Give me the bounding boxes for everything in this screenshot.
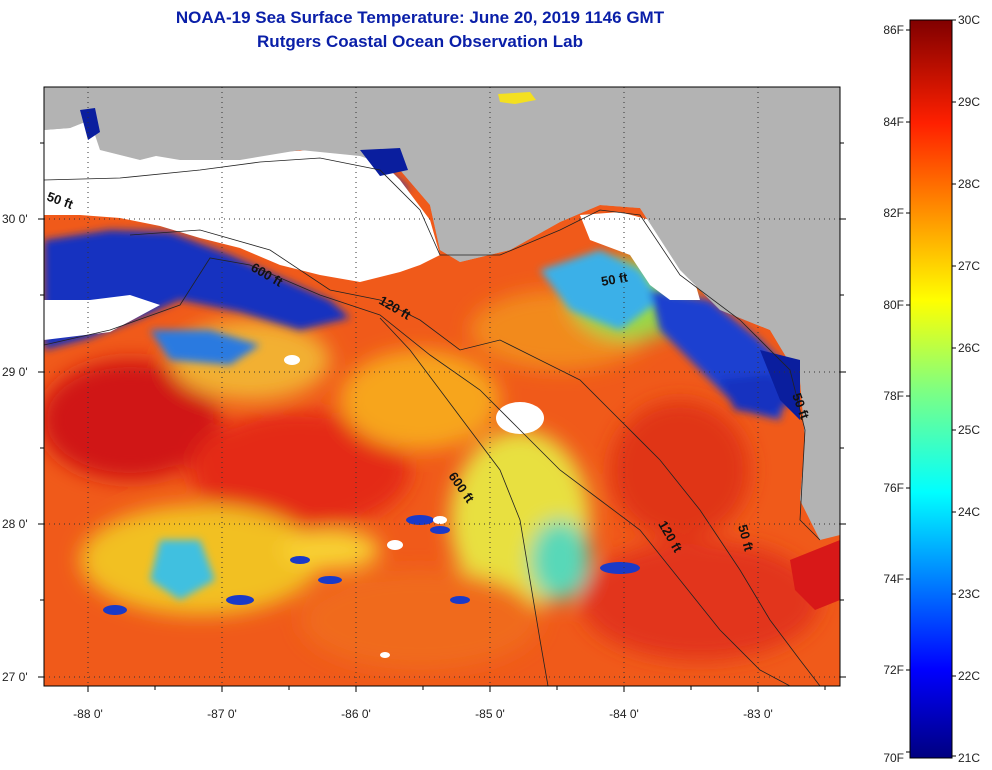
lon-tick-label: -85 0' xyxy=(475,707,505,721)
lon-tick-label: -84 0' xyxy=(609,707,639,721)
colorbar-c-label: 23C xyxy=(958,587,980,601)
colorbar-c-label: 28C xyxy=(958,177,980,191)
lon-tick-label: -86 0' xyxy=(341,707,371,721)
colorbar-c-label: 24C xyxy=(958,505,980,519)
sst-field xyxy=(44,260,820,670)
lat-tick-label: 29 0' xyxy=(2,365,28,379)
colorbar-c-label: 25C xyxy=(958,423,980,437)
depth-label: 50 ft xyxy=(735,523,757,553)
colorbar-f-label: 82F xyxy=(883,206,904,220)
lon-tick-label: -83 0' xyxy=(743,707,773,721)
lat-tick-label: 27 0' xyxy=(2,670,28,684)
colorbar-f-label: 74F xyxy=(883,572,904,586)
colorbar-f-label: 86F xyxy=(883,23,904,37)
colorbar-c-label: 26C xyxy=(958,341,980,355)
colorbar-c-label: 29C xyxy=(958,95,980,109)
colorbar-f-label: 76F xyxy=(883,481,904,495)
colorbar-f-label: 80F xyxy=(883,298,904,312)
cloud-mask xyxy=(44,120,700,658)
colorbar-c-label: 22C xyxy=(958,669,980,683)
inland-patch xyxy=(498,92,536,104)
colorbar-c-label: 27C xyxy=(958,259,980,273)
colorbar-f-label: 84F xyxy=(883,115,904,129)
plot-frame xyxy=(43,86,841,687)
colorbar-c-label: 21C xyxy=(958,751,980,765)
depth-label: 50 ft xyxy=(600,269,630,289)
colorbar-f-label: 72F xyxy=(883,663,904,677)
lat-tick-label: 30 0' xyxy=(2,212,28,226)
map-subtitle: Rutgers Coastal Ocean Observation Lab xyxy=(257,32,583,51)
colorbar-f-label: 70F xyxy=(883,751,904,765)
cloud-edge-streaks xyxy=(103,515,640,615)
lon-tick-label: -87 0' xyxy=(207,707,237,721)
depth-contours xyxy=(44,157,821,686)
colorbar-f-label: 78F xyxy=(883,389,904,403)
map-title: NOAA-19 Sea Surface Temperature: June 20… xyxy=(175,8,665,27)
bay-warm-area xyxy=(790,540,840,610)
lat-tick-label: 28 0' xyxy=(2,517,28,531)
tick-marks xyxy=(38,142,846,692)
lon-tick-label: -88 0' xyxy=(73,707,103,721)
colorbar-c-label: 30C xyxy=(958,13,980,27)
panhandle-land xyxy=(44,87,840,540)
colorbar-ticks xyxy=(906,19,956,757)
colorbar-gradient xyxy=(909,19,953,759)
